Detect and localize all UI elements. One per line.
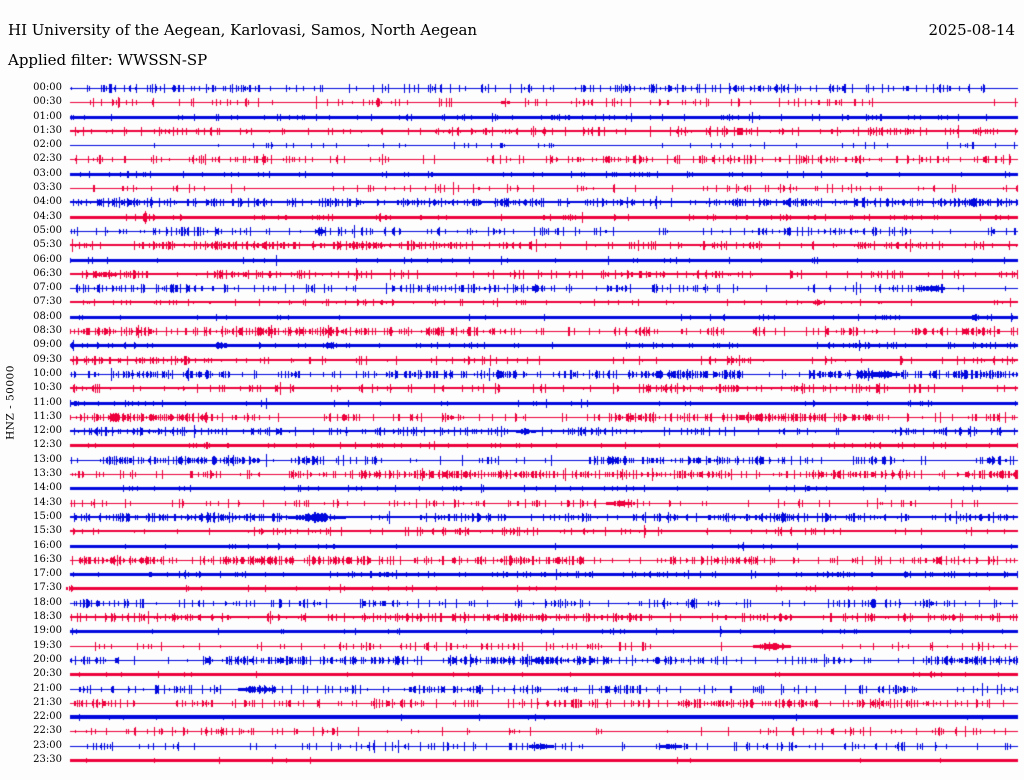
time-label: 09:30 <box>33 354 62 365</box>
time-label: 09:00 <box>33 339 62 350</box>
time-label: 13:00 <box>33 454 62 465</box>
time-label: 03:30 <box>33 182 62 193</box>
time-label: 19:30 <box>33 640 62 651</box>
time-label: 00:30 <box>33 96 62 107</box>
time-label: 15:30 <box>33 525 62 536</box>
time-label: 04:30 <box>33 211 62 222</box>
time-label: 03:00 <box>33 168 62 179</box>
time-label: 12:00 <box>33 425 62 436</box>
time-label: 07:30 <box>33 296 62 307</box>
time-label: 18:30 <box>33 611 62 622</box>
time-label: 10:00 <box>33 368 62 379</box>
time-label: 05:30 <box>33 239 62 250</box>
time-label: 05:00 <box>33 225 62 236</box>
time-label: 17:00 <box>33 568 62 579</box>
time-label: 01:30 <box>33 125 62 136</box>
header-date: 2025-08-14 <box>928 21 1015 39</box>
time-label: 13:30 <box>33 468 62 479</box>
time-label: 16:30 <box>33 554 62 565</box>
time-label: 14:00 <box>33 482 62 493</box>
time-label: 00:00 <box>33 82 62 93</box>
time-label: 23:00 <box>33 740 62 751</box>
time-label: 08:00 <box>33 311 62 322</box>
applied-filter-label: Applied filter: WWSSN-SP <box>8 51 208 69</box>
time-label: 06:00 <box>33 254 62 265</box>
time-label: 16:00 <box>33 540 62 551</box>
time-label: 04:00 <box>33 196 62 207</box>
time-label: 20:00 <box>33 654 62 665</box>
time-label: 21:00 <box>33 683 62 694</box>
time-label: 19:00 <box>33 625 62 636</box>
time-label: 20:30 <box>33 668 62 679</box>
time-label: 06:30 <box>33 268 62 279</box>
time-label: 21:30 <box>33 697 62 708</box>
time-label: 23:30 <box>33 754 62 765</box>
station-title: HI University of the Aegean, Karlovasi, … <box>8 21 478 39</box>
time-label: 01:00 <box>33 111 62 122</box>
time-label: 18:00 <box>33 597 62 608</box>
time-label: 11:30 <box>33 411 62 422</box>
time-label: 22:30 <box>33 725 62 736</box>
time-label: 07:00 <box>33 282 62 293</box>
time-label: 14:30 <box>33 497 62 508</box>
time-label: 02:00 <box>33 139 62 150</box>
time-label: 12:30 <box>33 439 62 450</box>
time-label: 02:30 <box>33 153 62 164</box>
time-label: 11:00 <box>33 397 62 408</box>
time-label: 08:30 <box>33 325 62 336</box>
time-label: 17:30 <box>33 582 62 593</box>
time-label: 22:00 <box>33 711 62 722</box>
time-label: 15:00 <box>33 511 62 522</box>
time-label: 10:30 <box>33 382 62 393</box>
